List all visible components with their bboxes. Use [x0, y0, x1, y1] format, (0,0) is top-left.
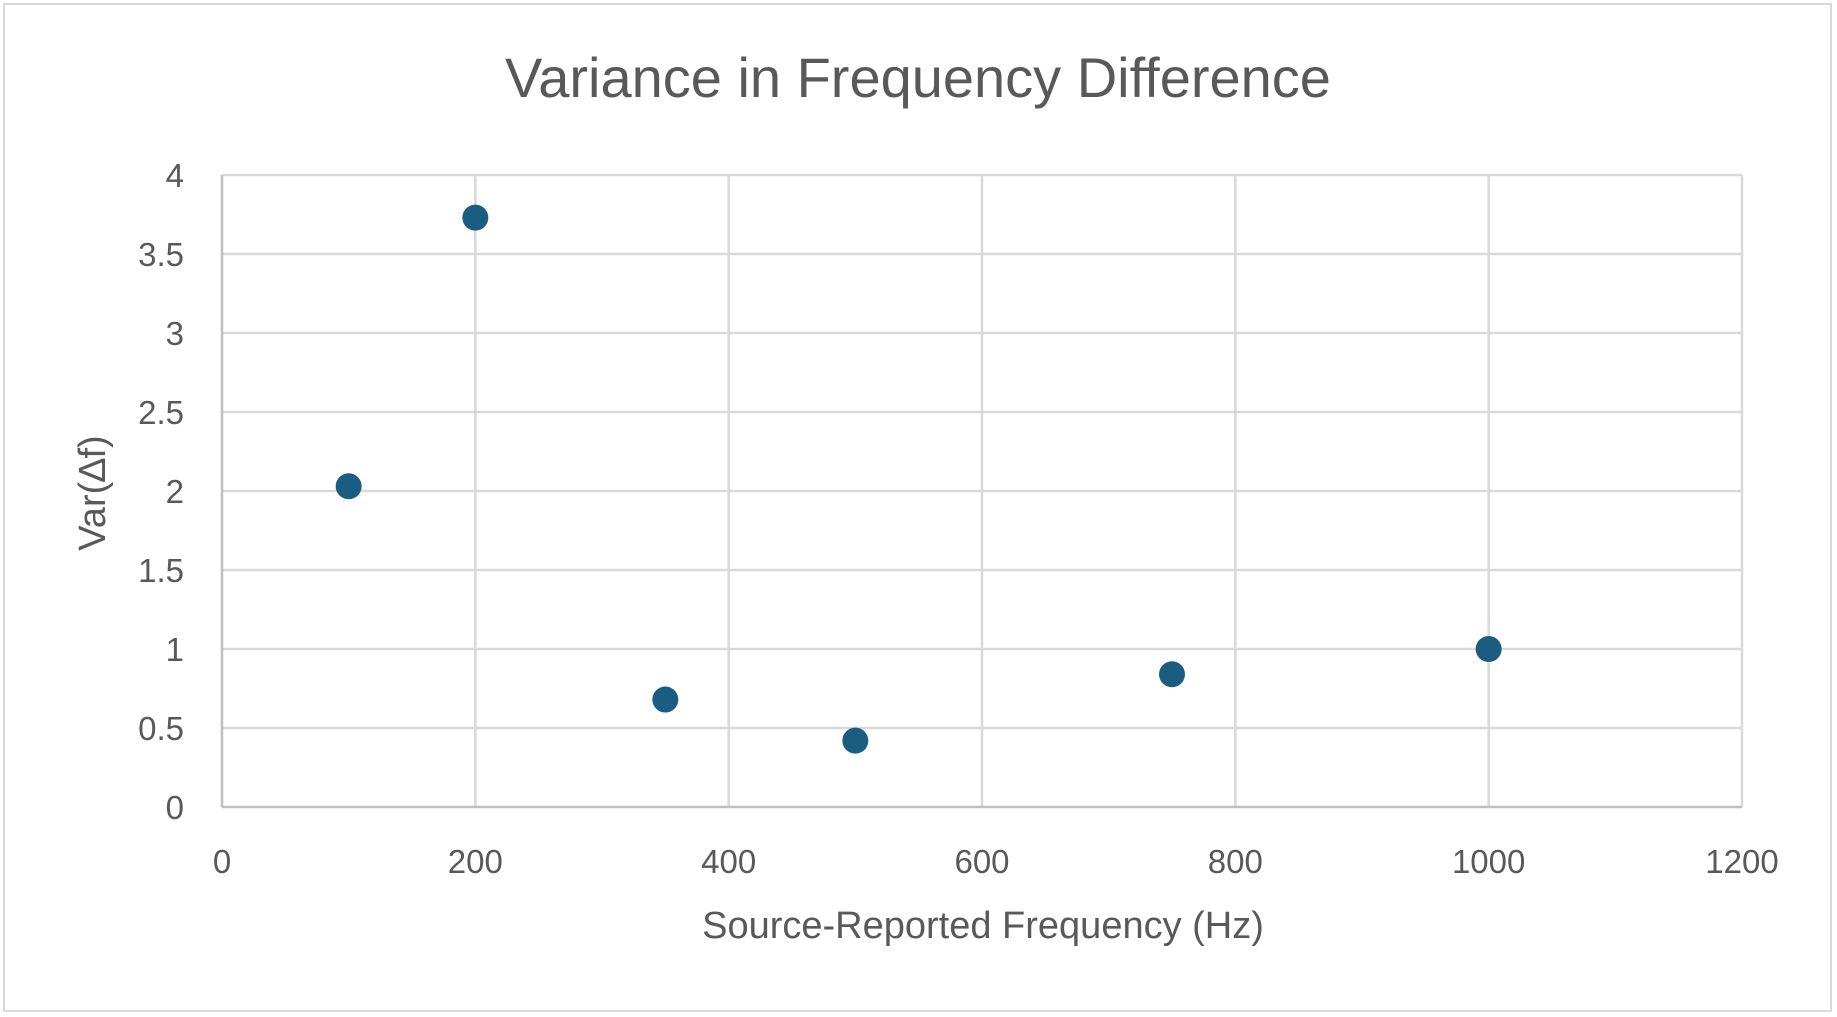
y-tick-label: 4 [166, 157, 184, 194]
data-point [335, 473, 362, 500]
x-tick-label: 0 [213, 843, 231, 880]
data-points [335, 204, 1502, 754]
y-tick-label: 3 [166, 315, 184, 352]
data-point [842, 727, 869, 754]
y-axis-title: Var(∆f) [72, 435, 114, 550]
x-tick-label: 1000 [1452, 843, 1525, 880]
y-tick-label: 0.5 [138, 710, 184, 747]
y-tick-label: 3.5 [138, 236, 184, 273]
tick-labels: 0 0.5 1 1.5 2 2.5 3 3.5 4 0 200 400 600 800 1000 1200 [138, 157, 1779, 880]
x-tick-label: 800 [1208, 843, 1263, 880]
y-tick-label: 1.5 [138, 552, 184, 589]
x-tick-label: 400 [701, 843, 756, 880]
chart-title: Variance in Frequency Difference [505, 46, 1331, 109]
data-point [1475, 636, 1502, 662]
x-tick-label: 200 [448, 843, 503, 880]
axes [220, 175, 1742, 809]
y-tick-label: 2 [166, 473, 184, 510]
data-point [462, 204, 489, 231]
y-tick-label: 2.5 [138, 394, 184, 431]
gridlines [222, 173, 1744, 807]
x-tick-label: 1200 [1705, 843, 1778, 880]
y-tick-label: 1 [166, 631, 184, 668]
x-tick-label: 600 [954, 843, 1009, 880]
data-point [652, 686, 679, 713]
data-point [1159, 661, 1185, 688]
chart-frame [3, 3, 1832, 1012]
x-axis-title: Source-Reported Frequency (Hz) [702, 905, 1264, 947]
y-tick-label: 0 [166, 789, 184, 826]
